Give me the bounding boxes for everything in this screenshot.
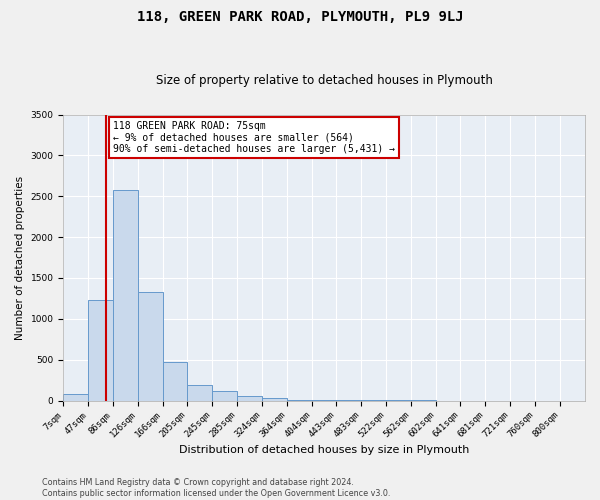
Bar [262,398,287,400]
Text: 118, GREEN PARK ROAD, PLYMOUTH, PL9 9LJ: 118, GREEN PARK ROAD, PLYMOUTH, PL9 9LJ [137,10,463,24]
Bar [187,386,212,400]
Bar [238,396,262,400]
Bar [88,300,113,400]
Y-axis label: Number of detached properties: Number of detached properties [15,176,25,340]
Title: Size of property relative to detached houses in Plymouth: Size of property relative to detached ho… [156,74,493,87]
Bar [63,394,88,400]
X-axis label: Distribution of detached houses by size in Plymouth: Distribution of detached houses by size … [179,445,469,455]
Bar [212,391,238,400]
Bar [138,292,163,401]
Bar [113,190,138,400]
Text: Contains HM Land Registry data © Crown copyright and database right 2024.
Contai: Contains HM Land Registry data © Crown c… [42,478,391,498]
Bar [163,362,187,401]
Text: 118 GREEN PARK ROAD: 75sqm
← 9% of detached houses are smaller (564)
90% of semi: 118 GREEN PARK ROAD: 75sqm ← 9% of detac… [113,121,395,154]
